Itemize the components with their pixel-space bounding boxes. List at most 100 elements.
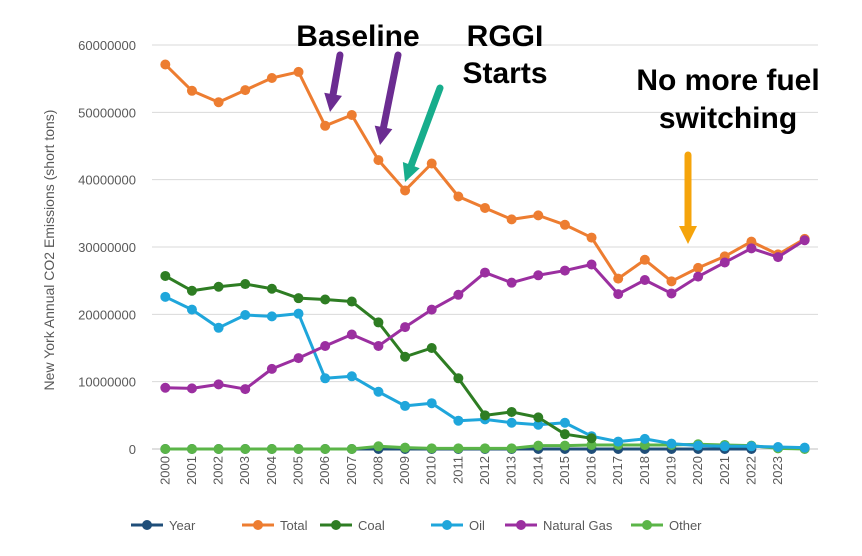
data-point-oil	[613, 436, 624, 447]
data-point-oil	[453, 415, 464, 426]
data-point-natural-gas	[293, 353, 304, 364]
data-point-oil	[719, 441, 730, 452]
data-point-natural-gas	[639, 274, 650, 285]
data-point-natural-gas	[213, 379, 224, 390]
x-tick-label: 2019	[663, 456, 678, 485]
data-point-oil	[746, 441, 757, 452]
x-tick-label: 2003	[237, 456, 252, 485]
data-point-oil	[213, 322, 224, 333]
data-point-oil	[639, 433, 650, 444]
x-tick-label: 2011	[450, 456, 465, 484]
fuel-switching-arrow	[679, 151, 697, 244]
data-point-total	[400, 185, 411, 196]
data-point-natural-gas	[320, 340, 331, 351]
data-point-other	[213, 444, 224, 454]
x-axis-ticks: 2000 2001 2002 2003 2004 2005 2006 2007 2008 2009…	[157, 456, 785, 485]
data-point-natural-gas	[453, 289, 464, 300]
data-point-total	[613, 273, 624, 284]
data-point-total	[453, 191, 464, 202]
fuel-switching-annotation: No more fuel switching	[636, 64, 819, 135]
data-point-total	[533, 210, 544, 221]
y-tick-label: 50000000	[78, 105, 136, 120]
data-point-oil	[400, 400, 411, 411]
data-point-oil	[426, 398, 437, 409]
baseline-annotation: Baseline	[296, 20, 419, 53]
data-point-natural-gas	[666, 288, 677, 299]
data-point-total	[506, 214, 517, 225]
x-tick-label: 2014	[530, 456, 545, 485]
legend-label-year: Year	[169, 518, 196, 533]
data-point-natural-gas	[559, 265, 570, 276]
rggi-arrow	[402, 84, 444, 182]
data-point-total	[426, 158, 437, 169]
data-point-oil	[693, 440, 704, 451]
x-tick-label: 2012	[477, 456, 492, 485]
data-point-total	[266, 72, 277, 83]
legend-label-coal: Coal	[358, 518, 385, 533]
data-point-oil	[320, 373, 331, 384]
data-point-other	[186, 444, 197, 454]
legend: Year Total Coal Oil Natural Gas Other	[131, 518, 702, 533]
series-coal	[160, 270, 597, 444]
data-point-total	[186, 85, 197, 96]
legend-label-oil: Oil	[469, 518, 485, 533]
data-point-coal	[400, 351, 411, 362]
data-point-oil	[533, 419, 544, 430]
x-tick-label: 2015	[557, 456, 572, 485]
data-point-coal	[346, 296, 357, 307]
x-tick-label: 2000	[157, 456, 172, 485]
y-tick-label: 0	[129, 442, 136, 457]
x-tick-label: 2023	[770, 456, 785, 485]
data-point-total	[639, 254, 650, 265]
data-point-natural-gas	[240, 384, 251, 395]
legend-item-total: Total	[242, 518, 308, 533]
legend-item-oil: Oil	[431, 518, 485, 533]
data-point-natural-gas	[719, 257, 730, 268]
data-point-coal	[506, 406, 517, 417]
data-point-coal	[320, 294, 331, 305]
data-point-coal	[266, 283, 277, 294]
data-point-oil	[160, 291, 171, 302]
y-tick-label: 10000000	[78, 375, 136, 390]
series-line-coal	[164, 274, 592, 440]
data-point-other	[240, 444, 251, 454]
data-point-natural-gas	[746, 243, 757, 254]
y-tick-label: 60000000	[78, 38, 136, 53]
data-point-other	[160, 444, 171, 454]
legend-label-other: Other	[669, 518, 702, 533]
data-point-natural-gas	[773, 252, 784, 263]
data-point-other	[426, 443, 437, 454]
data-point-total	[480, 202, 490, 213]
series-lines	[160, 59, 810, 454]
data-point-total	[586, 232, 597, 243]
data-point-total	[160, 59, 171, 70]
data-point-coal	[533, 412, 544, 423]
legend-item-natural-gas: Natural Gas	[505, 518, 613, 533]
data-point-other	[400, 442, 411, 453]
data-point-natural-gas	[480, 267, 490, 278]
data-point-other	[506, 443, 517, 454]
data-point-natural-gas	[586, 259, 597, 270]
data-point-natural-gas	[506, 277, 517, 288]
data-point-natural-gas	[373, 340, 384, 351]
x-tick-label: 2009	[397, 456, 412, 485]
data-point-other	[480, 443, 490, 454]
x-tick-label: 2021	[717, 456, 732, 485]
legend-label-natural-gas: Natural Gas	[543, 518, 613, 533]
data-point-oil	[773, 441, 784, 452]
x-tick-label: 2020	[690, 456, 705, 485]
data-point-total	[240, 85, 251, 96]
baseline-arrow-2	[374, 51, 402, 145]
data-point-coal	[586, 433, 597, 444]
annotation-arrows	[324, 51, 697, 244]
x-tick-label: 2018	[637, 456, 652, 485]
gridlines	[152, 44, 818, 450]
rggi-starts-annotation: RGGI Starts	[462, 20, 547, 90]
data-point-other	[346, 444, 357, 454]
data-point-other	[293, 444, 304, 454]
data-point-total	[693, 262, 704, 273]
y-tick-label: 40000000	[78, 173, 136, 188]
x-tick-label: 2004	[264, 456, 279, 485]
series-line-total	[164, 63, 806, 283]
x-tick-label: 2010	[424, 456, 439, 485]
